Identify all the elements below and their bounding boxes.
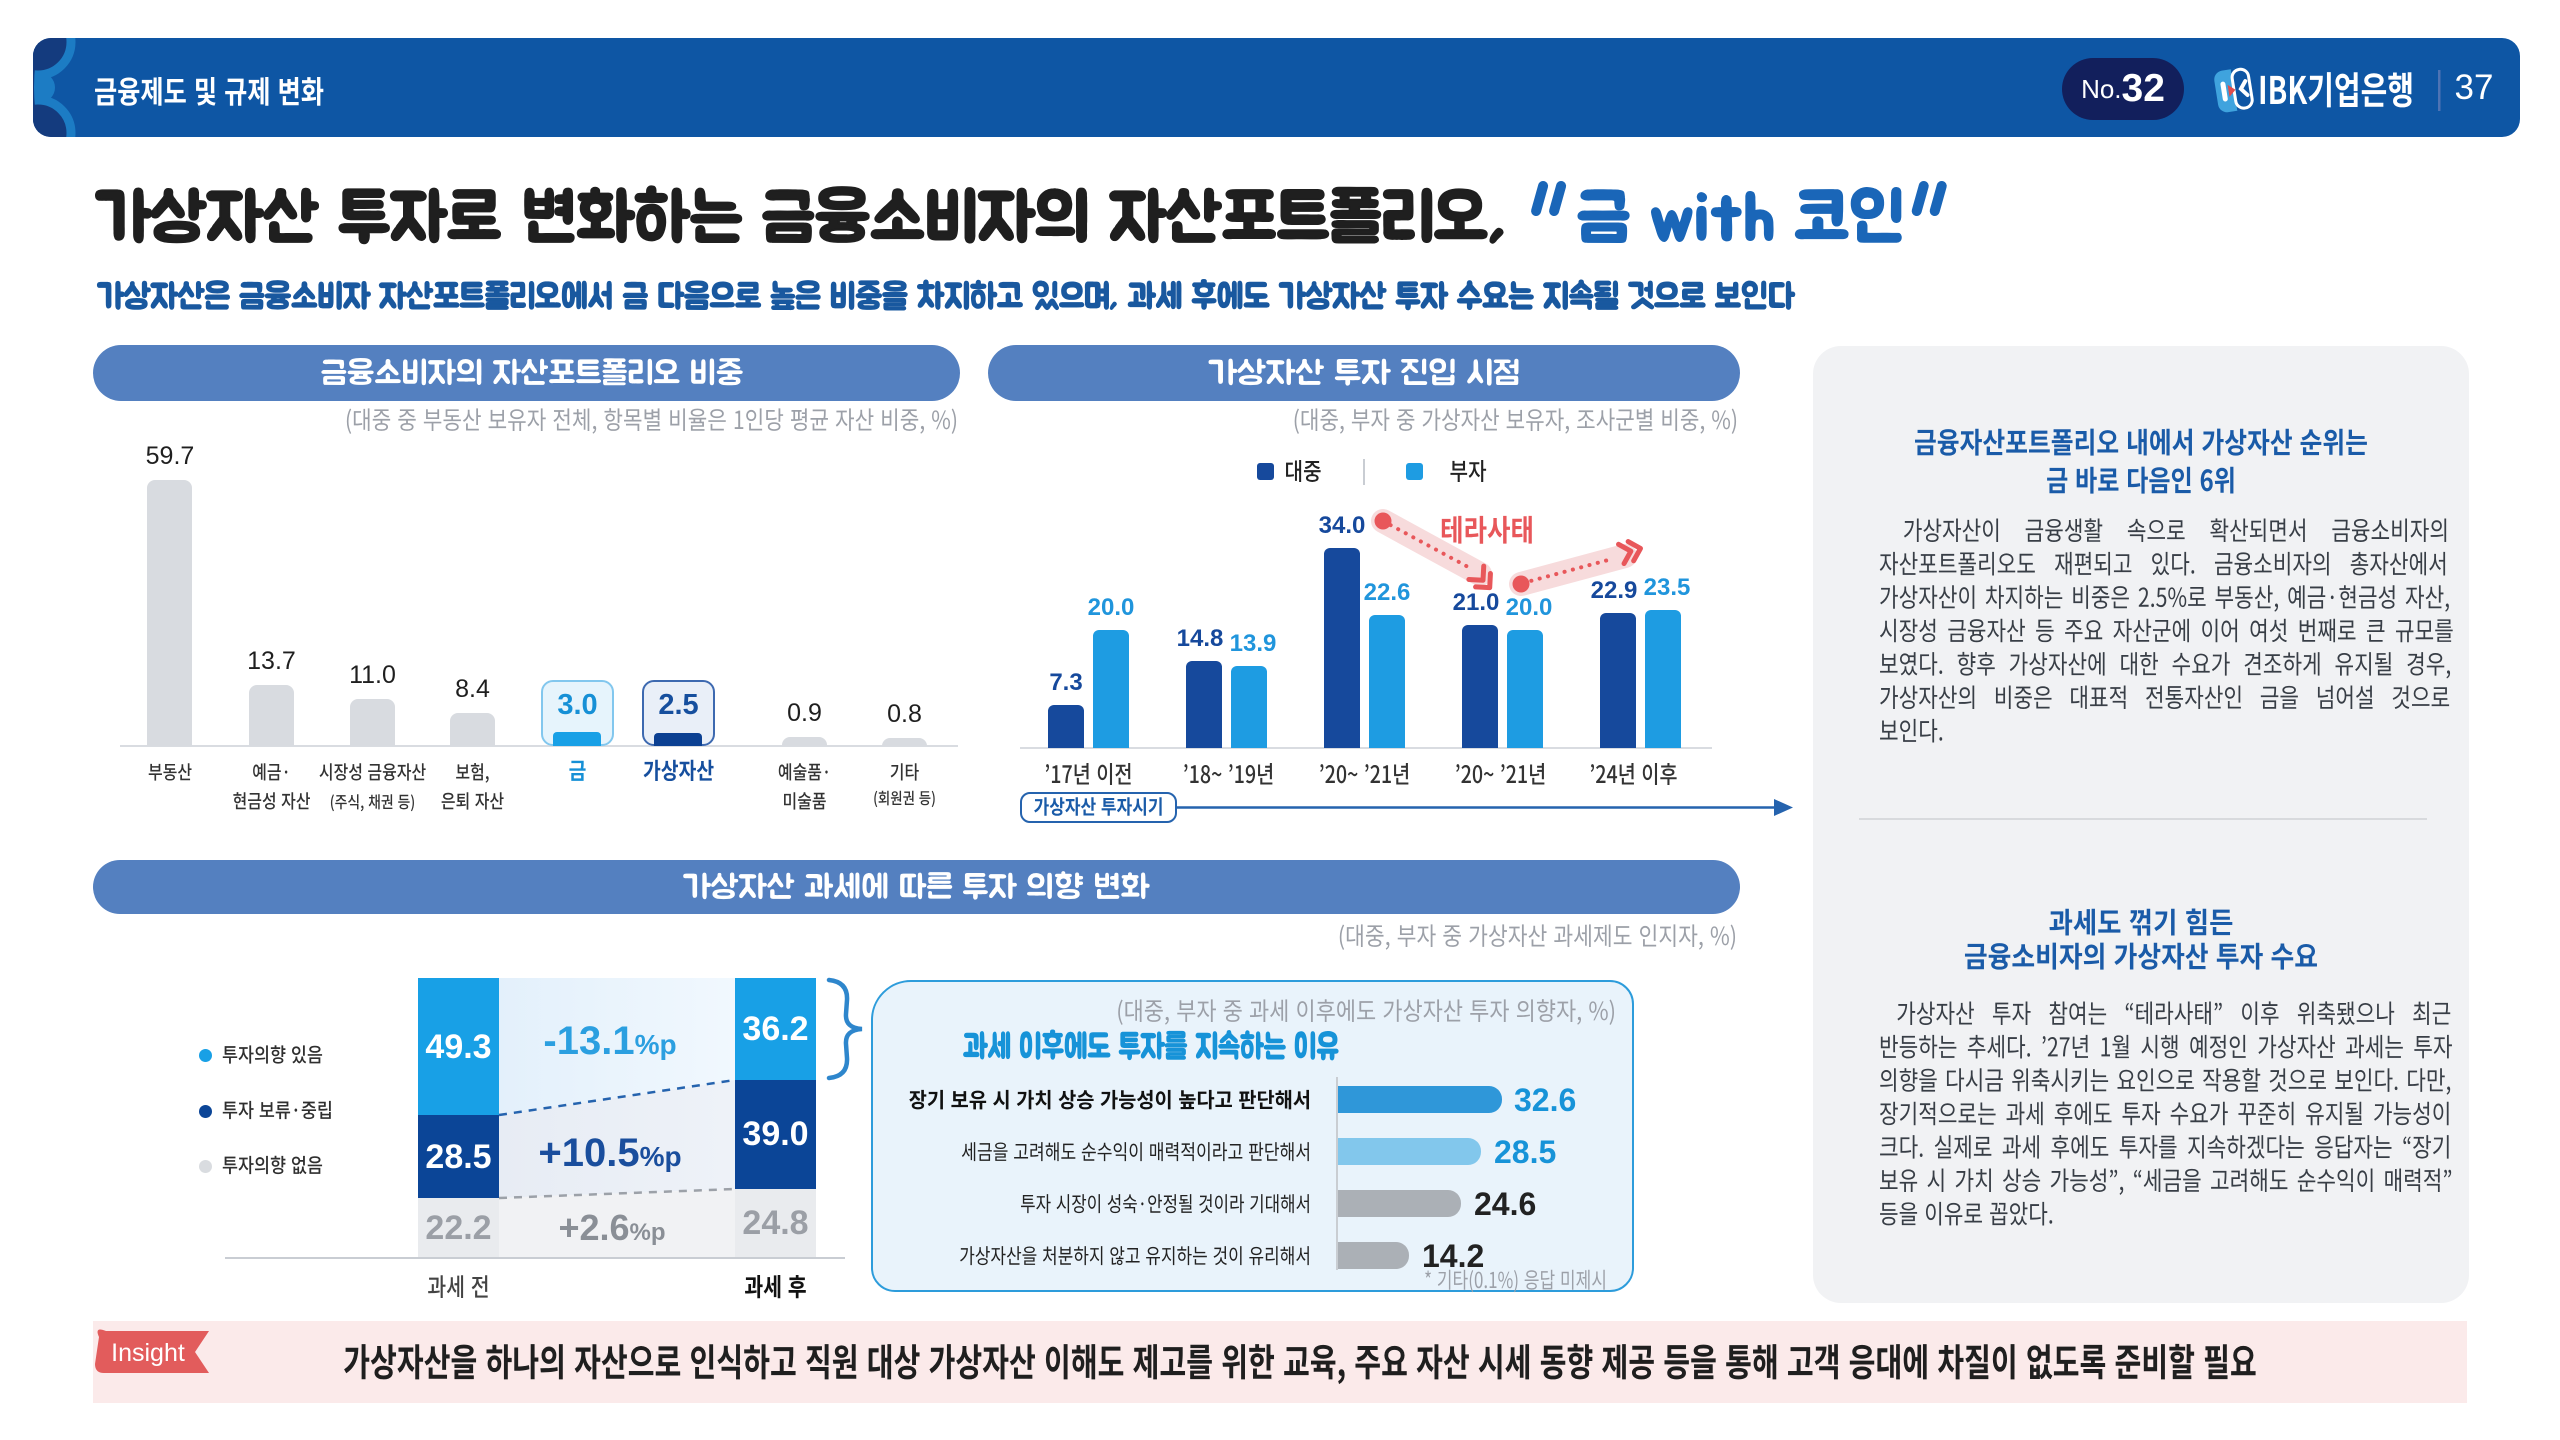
svg-text:Insight: Insight: [111, 1339, 185, 1367]
